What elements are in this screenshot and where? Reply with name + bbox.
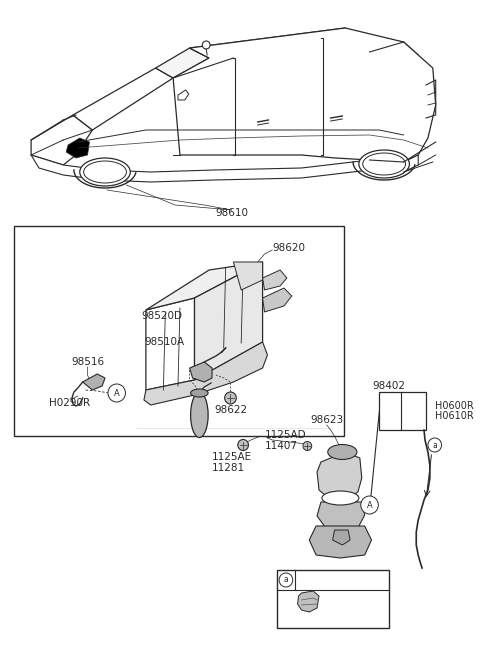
Text: a: a [284, 575, 288, 584]
Polygon shape [309, 526, 372, 558]
Text: 98520D: 98520D [142, 311, 183, 321]
Polygon shape [317, 452, 362, 500]
Text: 11281: 11281 [212, 463, 245, 473]
Circle shape [303, 441, 312, 451]
Polygon shape [31, 115, 92, 165]
Polygon shape [146, 262, 263, 310]
Circle shape [428, 438, 442, 452]
Text: 1125AD: 1125AD [264, 430, 306, 440]
Text: A: A [367, 501, 372, 510]
Polygon shape [317, 502, 365, 532]
Polygon shape [190, 362, 212, 382]
Polygon shape [263, 270, 287, 290]
Ellipse shape [322, 491, 359, 505]
Text: 98402: 98402 [372, 381, 406, 391]
Text: 11407: 11407 [264, 441, 298, 451]
Bar [379, 392, 426, 430]
Polygon shape [83, 374, 105, 390]
Text: a: a [432, 440, 437, 449]
Text: 98623: 98623 [310, 415, 343, 425]
Polygon shape [233, 262, 263, 290]
Ellipse shape [191, 392, 208, 438]
Polygon shape [263, 288, 292, 312]
Ellipse shape [80, 158, 131, 186]
Ellipse shape [84, 161, 126, 183]
Text: 98620: 98620 [272, 243, 305, 253]
Polygon shape [370, 40, 418, 65]
Text: 81199: 81199 [319, 575, 352, 585]
Text: 98610: 98610 [215, 208, 248, 218]
Text: H0290R: H0290R [49, 398, 91, 408]
Bar [277, 570, 389, 628]
Ellipse shape [328, 445, 357, 459]
Circle shape [202, 41, 210, 49]
Text: H0610R: H0610R [435, 411, 473, 421]
Text: H0600R: H0600R [435, 401, 473, 411]
Circle shape [361, 496, 378, 514]
Text: A: A [114, 388, 120, 398]
Text: 1125AE: 1125AE [212, 452, 252, 462]
Polygon shape [173, 28, 436, 162]
Circle shape [108, 384, 125, 402]
Polygon shape [178, 90, 189, 100]
Polygon shape [66, 138, 89, 158]
Text: 98622: 98622 [214, 405, 247, 415]
Ellipse shape [359, 150, 409, 178]
Circle shape [225, 392, 236, 404]
Polygon shape [73, 68, 173, 130]
Circle shape [279, 573, 293, 587]
Ellipse shape [363, 153, 406, 175]
Circle shape [238, 440, 249, 451]
Text: 98510A: 98510A [144, 337, 185, 347]
Polygon shape [333, 530, 350, 545]
Ellipse shape [191, 389, 208, 397]
Polygon shape [31, 155, 418, 182]
Polygon shape [156, 48, 209, 78]
Polygon shape [144, 342, 267, 405]
Polygon shape [298, 591, 319, 612]
Bar [13, 226, 344, 436]
Polygon shape [190, 28, 370, 58]
Text: 98516: 98516 [71, 357, 104, 367]
Polygon shape [146, 298, 194, 390]
Polygon shape [194, 262, 263, 380]
